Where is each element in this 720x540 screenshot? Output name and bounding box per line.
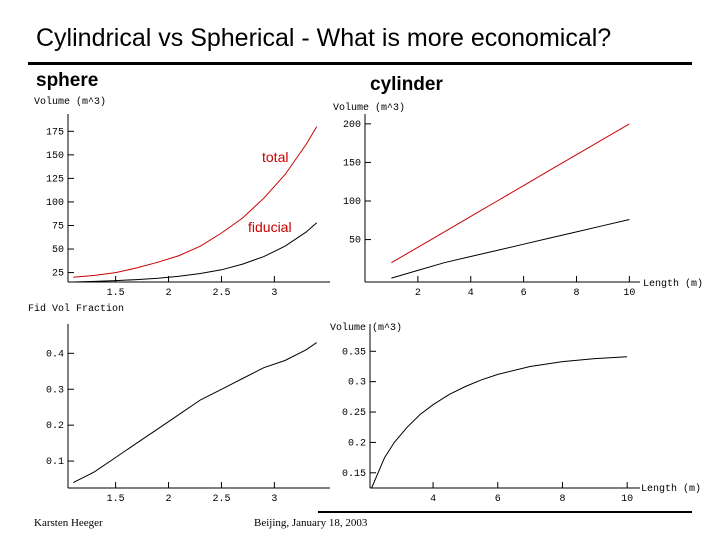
cylinder-fraction-x-tick-label: 6 bbox=[495, 494, 501, 505]
cylinder-fraction-y-tick-label: 0.15 bbox=[342, 469, 366, 480]
cylinder-fraction-y-tick-label: 0.2 bbox=[348, 438, 366, 449]
cylinder-fraction-y-tick-label: 0.25 bbox=[342, 408, 366, 419]
cylinder-fraction-series-fraction bbox=[371, 356, 628, 489]
title-divider bbox=[28, 62, 692, 65]
sphere-volume-y-tick-label: 50 bbox=[52, 245, 64, 256]
sphere-fraction-y-tick-label: 0.2 bbox=[46, 421, 64, 432]
footer-date: Beijing, January 18, 2003 bbox=[254, 517, 368, 529]
cylinder-volume-series-fiducial bbox=[391, 219, 630, 279]
cylinder-volume-x-tick-label: 8 bbox=[573, 288, 579, 299]
sphere-fraction-y-label: Fid Vol Fraction bbox=[28, 303, 124, 315]
sphere-volume-x-tick-label: 3 bbox=[271, 288, 277, 299]
cylinder-volume-y-tick-label: 150 bbox=[343, 158, 361, 169]
sphere-volume-y-tick-label: 175 bbox=[46, 127, 64, 138]
cylinder-fraction-y-tick-label: 0.35 bbox=[342, 347, 366, 358]
sphere-fraction-x-tick-label: 2 bbox=[166, 494, 172, 505]
sphere-volume-x-tick-label: 1.5 bbox=[107, 288, 125, 299]
sphere-fraction-y-tick-label: 0.3 bbox=[46, 385, 64, 396]
cylinder-volume-x-tick-label: 10 bbox=[623, 288, 635, 299]
sphere-volume-y-tick-label: 100 bbox=[46, 198, 64, 209]
sphere-volume-y-tick-label: 150 bbox=[46, 151, 64, 162]
sphere-volume-y-tick-label: 75 bbox=[52, 221, 64, 232]
sphere-volume-series-fiducial bbox=[73, 222, 318, 283]
cylinder-fraction-x-tick-label: 4 bbox=[430, 494, 436, 505]
sphere-volume-x-tick-label: 2 bbox=[166, 288, 172, 299]
sphere-fraction-x-tick-label: 2.5 bbox=[212, 494, 230, 505]
sphere-volume-annotation-fiducial: fiducial bbox=[248, 219, 292, 235]
sphere-fraction-x-tick-label: 3 bbox=[271, 494, 277, 505]
cylinder-fraction-x-tick-label: 8 bbox=[559, 494, 565, 505]
footer-author: Karsten Heeger bbox=[34, 517, 103, 529]
cylinder-fraction-x-label: Length (m) bbox=[641, 483, 701, 495]
sphere-volume-annotation-total: total bbox=[262, 149, 288, 165]
sphere-volume-y-label: Volume (m^3) bbox=[34, 96, 106, 108]
cylinder-volume-y-tick-label: 100 bbox=[343, 197, 361, 208]
cylinder-volume-y-tick-label: 200 bbox=[343, 120, 361, 131]
sphere-volume-series-total bbox=[73, 126, 318, 278]
cylinder-volume-x-tick-label: 4 bbox=[468, 288, 474, 299]
sphere-fraction-y-tick-label: 0.1 bbox=[46, 457, 64, 468]
cylinder-volume-series-total bbox=[391, 123, 630, 264]
caption-cylinder: cylinder bbox=[370, 74, 443, 95]
cylinder-volume-x-tick-label: 2 bbox=[415, 288, 421, 299]
slide-title: Cylindrical vs Spherical - What is more … bbox=[36, 24, 612, 52]
footer-divider bbox=[318, 511, 692, 513]
sphere-fraction-y-tick-label: 0.4 bbox=[46, 349, 64, 360]
cylinder-fraction-y-label: Volume (m^3) bbox=[330, 322, 402, 334]
cylinder-volume-x-label: Length (m) bbox=[643, 278, 703, 290]
cylinder-volume-y-label: Volume (m^3) bbox=[333, 102, 405, 114]
cylinder-volume-y-tick-label: 50 bbox=[349, 236, 361, 247]
caption-sphere: sphere bbox=[36, 70, 99, 91]
cylinder-volume-x-tick-label: 6 bbox=[521, 288, 527, 299]
sphere-volume-y-tick-label: 125 bbox=[46, 174, 64, 185]
cylinder-fraction-x-tick-label: 10 bbox=[621, 494, 633, 505]
cylinder-fraction-y-tick-label: 0.3 bbox=[348, 378, 366, 389]
sphere-fraction-series-fraction bbox=[73, 342, 317, 484]
sphere-volume-x-tick-label: 2.5 bbox=[212, 288, 230, 299]
sphere-volume-y-tick-label: 25 bbox=[52, 269, 64, 280]
sphere-fraction-x-tick-label: 1.5 bbox=[107, 494, 125, 505]
